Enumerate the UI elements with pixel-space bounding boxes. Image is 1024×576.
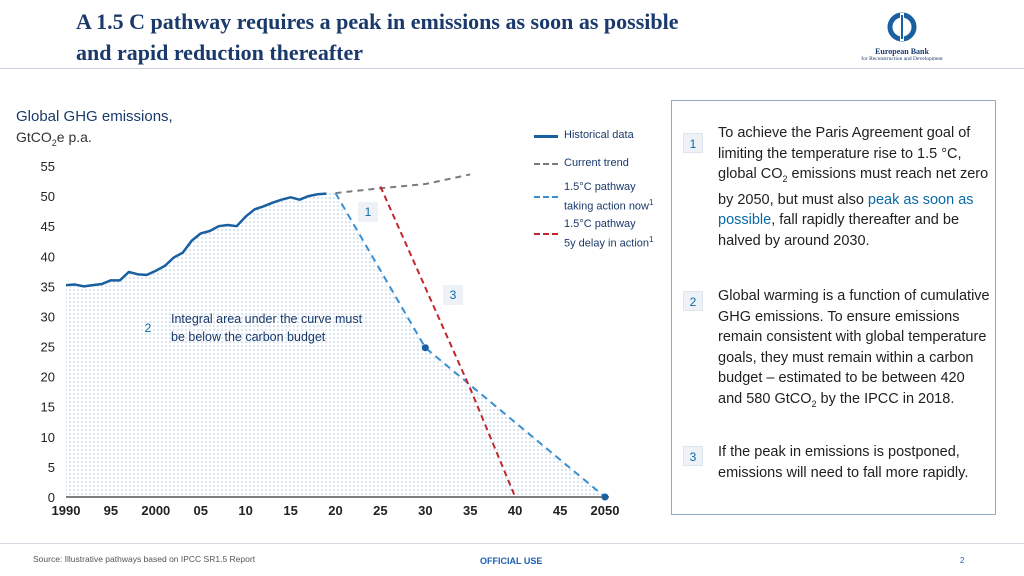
y-tick-label: 5 [48,460,55,475]
page-title: A 1.5 C pathway requires a peak in emiss… [76,6,796,68]
info-p1-b: emissions must reach net zero by 2050, b… [718,166,989,208]
x-tick-label: 20 [328,503,342,518]
info-panel: 1 To achieve the Paris Agreement goal of… [671,100,996,515]
ebrd-logo: European Bank for Reconstruction and Dev… [852,12,952,64]
y-tick-label: 35 [41,279,55,294]
pathway-2030-marker [421,344,429,352]
legend-delay-swatch [534,233,558,235]
x-tick-label: 05 [194,503,208,518]
chart-badge-1: 1 [358,202,378,222]
legend-delay-line-2: 5y delay in action [564,237,649,250]
info-p1-a: To achieve the Paris Agreement goal of l… [718,125,971,183]
unit-pre: GtCO [16,129,52,145]
chart-badge-2: 2 [144,321,152,335]
pathway-delay-line [379,186,517,498]
chart-title: Global GHG emissions, [16,108,173,125]
title-line-1: A 1.5 C pathway requires a peak in emiss… [76,9,679,34]
x-tick-label: 2050 [591,503,620,518]
unit-post: e p.a. [56,129,92,145]
title-line-2: and rapid reduction thereafter [76,40,363,65]
carbon-budget-area [66,193,605,497]
legend-historical-swatch [534,135,558,138]
legend-current-label: Current trend [564,157,629,169]
x-tick-label: 15 [283,503,297,518]
x-tick-label: 35 [463,503,477,518]
info-point-1: To achieve the Paris Agreement goal of l… [718,123,990,251]
legend-delay-footnote: 1 [649,235,654,244]
legend-delay-label: 1.5°C pathway 5y delay in action1 [564,217,704,252]
x-tick-label: 1990 [52,503,81,518]
legend-now-label: 1.5°C pathway taking action now1 [564,180,704,215]
info-p2-b: by the IPCC in 2018. [816,390,955,407]
legend-now-line-2: taking action now [564,200,649,213]
info-point-2: Global warming is a function of cumulati… [718,286,990,414]
y-tick-label: 20 [41,370,55,385]
carbon-budget-annotation: Integral area under the curve must be be… [171,312,363,344]
info-p1-c: , fall rapidly thereafter and be halved … [718,212,960,249]
chart-badge-3: 3 [443,285,463,305]
footer-divider [0,543,1024,544]
logo-text-line-1: European Bank [875,47,929,56]
y-tick-label: 50 [41,189,55,204]
y-tick-label: 40 [41,249,55,264]
legend-now-swatch [534,196,558,198]
info-badge-3: 3 [683,446,703,466]
historical-line [65,192,327,288]
y-tick-label: 30 [41,309,55,324]
info-point-3: If the peak in emissions is postponed, e… [718,444,969,481]
legend-delay-line-1: 1.5°C pathway [564,218,636,230]
info-p2-sub: 2 [811,398,817,409]
ebrd-emblem-icon [887,12,917,42]
info-badge-2: 2 [683,291,703,311]
legend-historical-label: Historical data [564,129,634,141]
info-p1-highlight: peak as soon as possible [718,191,974,229]
y-axis-unit: GtCO2e p.a. [16,129,92,148]
current-trend-line [335,173,471,195]
info-badge-1: 1 [683,133,703,153]
y-tick-label: 15 [41,400,55,415]
legend-now-footnote: 1 [649,198,654,207]
source-note: Source: Illustrative pathways based on I… [33,554,256,564]
unit-sub: 2 [51,137,57,148]
header-divider [0,68,1024,69]
x-tick-label: 95 [104,503,118,518]
pathway-2050-marker [601,493,609,501]
x-tick-label: 25 [373,503,387,518]
info-p1-sub: 2 [782,174,788,185]
legend-now-line-1: 1.5°C pathway [564,181,636,193]
logo-text-line-2: for Reconstruction and Development [861,56,943,62]
y-tick-label: 55 [41,159,55,174]
info-p2-a: Global warming is a function of cumulati… [718,288,990,407]
legend-current-swatch [534,163,558,165]
x-tick-label: 30 [418,503,432,518]
page-number: 2 [960,556,965,565]
y-tick-label: 10 [41,430,55,445]
x-tick-label: 10 [238,503,252,518]
y-tick-label: 45 [41,219,55,234]
classification-label: OFFICIAL USE [480,556,543,566]
x-tick-label: 2000 [141,503,170,518]
y-tick-label: 0 [48,490,55,505]
x-tick-label: 45 [553,503,567,518]
x-tick-label: 40 [508,503,522,518]
y-tick-label: 25 [41,340,55,355]
